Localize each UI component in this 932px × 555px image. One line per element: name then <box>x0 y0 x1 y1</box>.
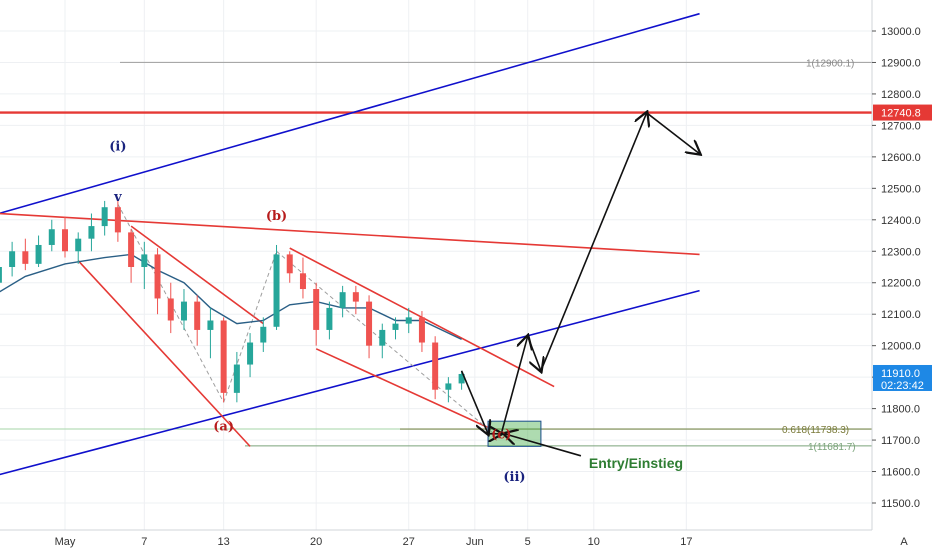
y-tick-label: 11800.0 <box>881 404 920 416</box>
candle-bullish <box>88 226 95 239</box>
first-drop-wedge-top-red <box>130 225 264 325</box>
candle-bullish <box>233 364 240 393</box>
x-tick-label: Jun <box>466 536 484 548</box>
candle-bearish <box>220 320 227 393</box>
y-tick-label: 12100.0 <box>881 309 921 321</box>
projection-arrow <box>540 113 647 372</box>
candle-bearish <box>418 317 425 343</box>
time-axis-bg <box>0 530 872 550</box>
candle-bearish <box>62 229 68 252</box>
first-drop-wedge-bottom-red <box>77 260 251 447</box>
ma-line <box>0 253 462 341</box>
projection <box>460 112 700 457</box>
fib-level-label: 0.618(11738.3) <box>782 425 849 436</box>
resistance-price-tag <box>873 104 932 121</box>
candle-bullish <box>48 229 55 245</box>
candle-bullish <box>75 238 82 252</box>
y-tick-label: 11700.0 <box>881 435 920 447</box>
candle-bearish <box>114 207 121 233</box>
candle-bullish <box>260 326 267 343</box>
entry-pointer-arrow <box>504 434 582 457</box>
wave-labels: (i) v (b) (a) (c) (ii) Entry/Einstieg 1(12900.1… <box>109 58 855 485</box>
candle-bearish <box>299 273 306 290</box>
moving-average <box>0 253 462 341</box>
entry-annotation: Entry/Einstieg <box>589 455 683 471</box>
candle-bearish <box>352 292 359 302</box>
candle-bullish <box>9 251 16 267</box>
candle-bullish <box>405 317 412 324</box>
candle-bullish <box>273 254 280 327</box>
retrace-dash <box>223 251 277 403</box>
candle-bullish <box>247 342 254 365</box>
candle-bearish <box>154 254 161 299</box>
y-tick-label: 11500.0 <box>881 498 920 510</box>
y-tick-label: 13000.0 <box>881 26 921 38</box>
wave-label: (c) <box>491 427 511 442</box>
wave-label: (a) <box>213 420 234 435</box>
candle-bullish <box>326 307 333 330</box>
wave-label: (b) <box>266 209 287 224</box>
candle-bearish <box>167 298 174 321</box>
y-tick-label: 12300.0 <box>881 246 921 258</box>
x-tick-label: 27 <box>403 536 415 548</box>
x-tick-label: 13 <box>218 536 230 548</box>
candle-bullish <box>392 323 399 330</box>
current-price-tag <box>873 364 932 391</box>
candle-bullish <box>180 301 187 321</box>
lower-channel-blue <box>0 289 700 476</box>
y-tick-label: 12400.0 <box>881 215 921 227</box>
x-tick-label: 5 <box>525 536 531 548</box>
y-tick-label: 12700.0 <box>881 120 921 132</box>
countdown-label: 02:23:42 <box>881 380 924 392</box>
y-tick-label: 12500.0 <box>881 183 921 195</box>
candle-bullish <box>101 207 108 227</box>
down-channel-bottom-red <box>315 348 489 429</box>
y-tick-label: 12900.0 <box>881 57 921 69</box>
candle-bullish <box>379 329 386 346</box>
wave-label: (ii) <box>503 470 525 485</box>
wave-label: (i) <box>109 140 126 155</box>
candle-bullish <box>0 267 2 283</box>
upper-channel-blue <box>0 12 700 215</box>
candle-bullish <box>35 244 42 264</box>
candle-bearish <box>286 254 293 274</box>
candle-bearish <box>22 251 29 264</box>
x-tick-label: 20 <box>310 536 322 548</box>
y-tick-label: 12800.0 <box>881 89 921 101</box>
candle-bearish <box>313 289 320 330</box>
projection-arrow <box>500 336 527 434</box>
candle-bearish <box>366 301 373 346</box>
projection-arrow <box>526 335 541 371</box>
candle-bullish <box>458 373 465 384</box>
projection-arrow <box>646 112 700 154</box>
x-tick-label: 7 <box>141 536 147 548</box>
candle-bullish <box>445 383 452 390</box>
candle-bearish <box>432 342 439 390</box>
y-tick-label: 12200.0 <box>881 278 921 290</box>
y-tick-label: 11600.0 <box>881 467 920 479</box>
candle-bearish <box>194 301 201 330</box>
y-tick-label: 12600.0 <box>881 152 921 164</box>
projection-arrow <box>460 370 488 434</box>
x-tick-label: 17 <box>680 536 692 548</box>
candle-bullish <box>339 292 346 308</box>
x-tick-label: 10 <box>588 536 600 548</box>
price-axis-bg <box>872 0 932 550</box>
candle-bullish <box>207 320 214 330</box>
current-price-tag-label: 11910.0 <box>881 368 920 380</box>
y-tick-label: 12000.0 <box>881 341 921 353</box>
fib-level-label: 1(12900.1) <box>806 58 854 69</box>
wave-label: v <box>113 190 122 205</box>
candles <box>0 200 465 403</box>
x-tick-label: May <box>55 536 76 548</box>
resistance-price-tag-label: 12740.8 <box>881 108 921 120</box>
candle-bearish <box>128 232 135 267</box>
candle-bullish <box>141 254 148 267</box>
auto-scale-button[interactable]: A <box>900 536 908 548</box>
fib-level-label: 1(11681.7) <box>808 442 856 453</box>
